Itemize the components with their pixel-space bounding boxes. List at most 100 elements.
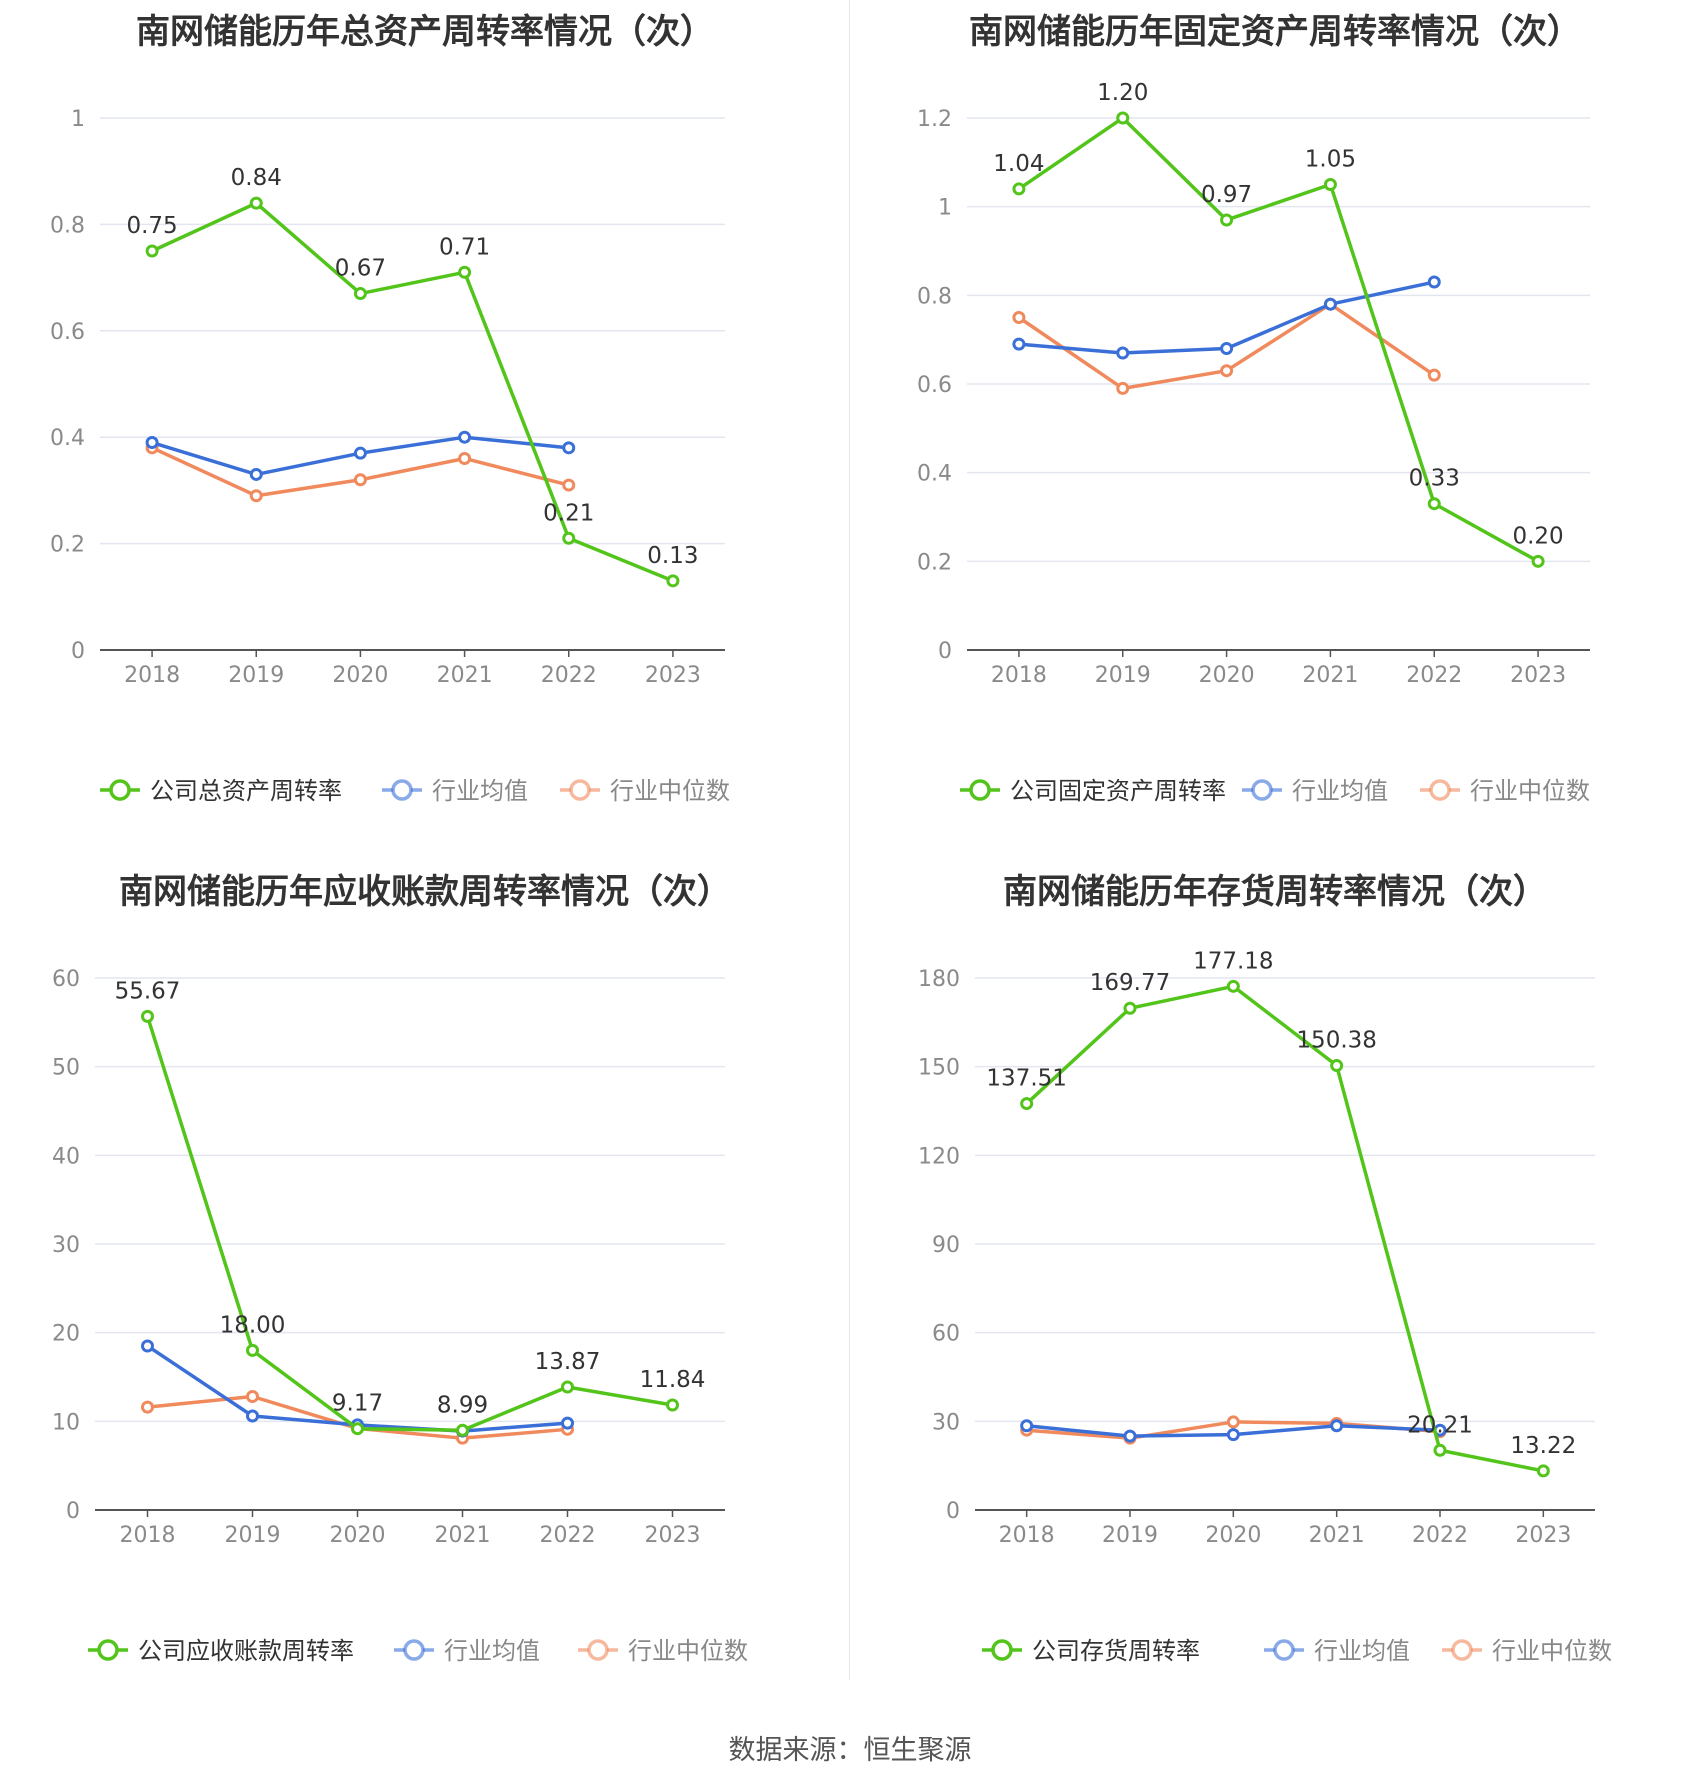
data-label: 13.87: [535, 1349, 601, 1375]
y-tick-label: 20: [52, 1322, 80, 1347]
chart-plot-area: 0 0.2 0.4 0.6 0.8 1 1.2 2018 2019 2020 2021 2022 202…: [917, 80, 1590, 805]
data-point-median: [1116, 381, 1130, 395]
legend-label-median: 行业中位数: [628, 1637, 748, 1665]
data-point-avg: [1323, 297, 1337, 311]
data-label: 1.05: [1305, 147, 1356, 173]
legend-marker-median: [587, 1639, 609, 1661]
y-tick-label: 50: [52, 1056, 80, 1081]
x-tick-label: 2022: [1412, 1523, 1468, 1548]
data-point-company: [1531, 554, 1545, 568]
y-tick-label: 30: [932, 1410, 960, 1435]
legend-marker-median: [1429, 779, 1451, 801]
data-point-company: [246, 1343, 259, 1357]
x-tick-label: 2018: [124, 663, 180, 688]
x-tick-label: 2018: [999, 1523, 1055, 1548]
chart-title: 南网储能历年应收账款周转率情况（次）: [119, 872, 731, 912]
y-tick-label: 0: [946, 1499, 960, 1524]
data-point-company: [562, 531, 576, 545]
data-point-company: [351, 1422, 364, 1436]
y-tick-label: 0.4: [50, 426, 85, 451]
data-label: 150.38: [1296, 1028, 1376, 1054]
data-point-company: [1116, 111, 1130, 125]
data-label: 0.13: [647, 543, 698, 569]
data-label: 18.00: [220, 1312, 286, 1338]
legend-label-company: 公司应收账款周转率: [138, 1637, 354, 1665]
data-label: 0.20: [1512, 523, 1563, 549]
chart-plot-area: 0 0.2 0.4 0.6 0.8 1 2018 2019 2020 2021 2022 2023 0.…: [50, 107, 730, 805]
x-tick-label: 2020: [330, 1523, 386, 1548]
data-point-median: [458, 451, 472, 465]
data-point-company: [1226, 979, 1240, 993]
y-tick-label: 0.2: [50, 533, 85, 558]
y-tick-label: 0: [66, 1499, 80, 1524]
data-label: 20.21: [1407, 1412, 1473, 1438]
chart-title: 南网储能历年总资产周转率情况（次）: [136, 12, 714, 52]
x-tick-label: 2020: [1199, 663, 1255, 688]
chart-title: 南网储能历年存货周转率情况（次）: [1003, 872, 1547, 912]
data-point-avg: [1020, 1419, 1034, 1433]
series-line-company: [1017, 116, 1539, 563]
data-point-median: [246, 1390, 259, 1404]
data-point-avg: [249, 467, 263, 481]
data-point-company: [458, 265, 472, 279]
data-point-median: [249, 489, 263, 503]
series-line-company: [151, 201, 674, 583]
data-label: 169.77: [1090, 970, 1170, 996]
y-tick-label: 30: [52, 1233, 80, 1258]
data-point-median: [1012, 311, 1026, 324]
data-point-avg: [1220, 342, 1234, 356]
legend-label-company: 公司总资产周转率: [150, 777, 342, 805]
x-tick-label: 2023: [645, 1523, 701, 1548]
data-point-median: [1226, 1415, 1240, 1429]
y-tick-label: 0.8: [50, 213, 85, 238]
data-label: 8.99: [437, 1392, 488, 1418]
data-point-company: [353, 287, 367, 301]
data-point-company: [1427, 497, 1441, 511]
data-label: 9.17: [332, 1391, 383, 1417]
data-point-median: [141, 1400, 154, 1414]
x-tick-label: 2022: [541, 663, 597, 688]
chart-title: 南网储能历年固定资产周转率情况（次）: [969, 12, 1581, 52]
data-label: 0.67: [335, 256, 386, 282]
data-label: 0.84: [231, 165, 282, 191]
legend-marker-avg: [403, 1639, 425, 1661]
data-label: 0.75: [126, 213, 177, 239]
x-tick-label: 2021: [1302, 663, 1358, 688]
legend-label-avg: 行业均值: [1314, 1637, 1410, 1665]
legend-marker-median: [1451, 1639, 1473, 1661]
y-tick-label: 1.2: [917, 107, 952, 132]
data-point-avg: [458, 430, 472, 444]
x-tick-label: 2021: [435, 1523, 491, 1548]
legend-marker-median: [569, 779, 591, 801]
chart-receivables-turnover: 南网储能历年应收账款周转率情况（次） 0 10 20 30 40 50 60 2018 2019…: [0, 860, 850, 1720]
data-point-avg: [1012, 337, 1026, 351]
x-tick-label: 2022: [540, 1523, 596, 1548]
data-label: 137.51: [986, 1066, 1066, 1092]
x-tick-label: 2019: [1102, 1523, 1158, 1548]
chart-inventory-turnover: 南网储能历年存货周转率情况（次） 0 30 60 90 120 150 180 2018 201…: [850, 860, 1700, 1720]
series-line-company: [1025, 984, 1544, 1473]
x-tick-label: 2018: [120, 1523, 176, 1548]
legend-marker-avg: [391, 779, 413, 801]
data-label: 177.18: [1193, 948, 1273, 974]
y-tick-label: 0.6: [50, 320, 85, 345]
x-tick-label: 2019: [225, 1523, 281, 1548]
data-point-company: [1020, 1097, 1034, 1111]
legend-label-median: 行业中位数: [1492, 1637, 1612, 1665]
data-point-median: [1427, 368, 1441, 382]
data-point-company: [249, 196, 263, 210]
data-point-median: [562, 478, 576, 492]
data-label: 55.67: [115, 978, 181, 1004]
data-point-company: [561, 1380, 574, 1394]
y-tick-label: 0.6: [917, 373, 952, 398]
data-point-median: [1220, 364, 1234, 378]
data-source-note: 数据来源：恒生聚源: [728, 1735, 972, 1766]
data-point-avg: [1226, 1428, 1240, 1442]
data-point-company: [1330, 1059, 1344, 1073]
data-label: 1.04: [993, 151, 1044, 177]
y-tick-label: 0.2: [917, 550, 952, 575]
x-tick-label: 2019: [228, 663, 284, 688]
data-point-company: [456, 1423, 469, 1437]
data-point-company: [141, 1009, 154, 1023]
y-tick-label: 120: [918, 1144, 960, 1169]
